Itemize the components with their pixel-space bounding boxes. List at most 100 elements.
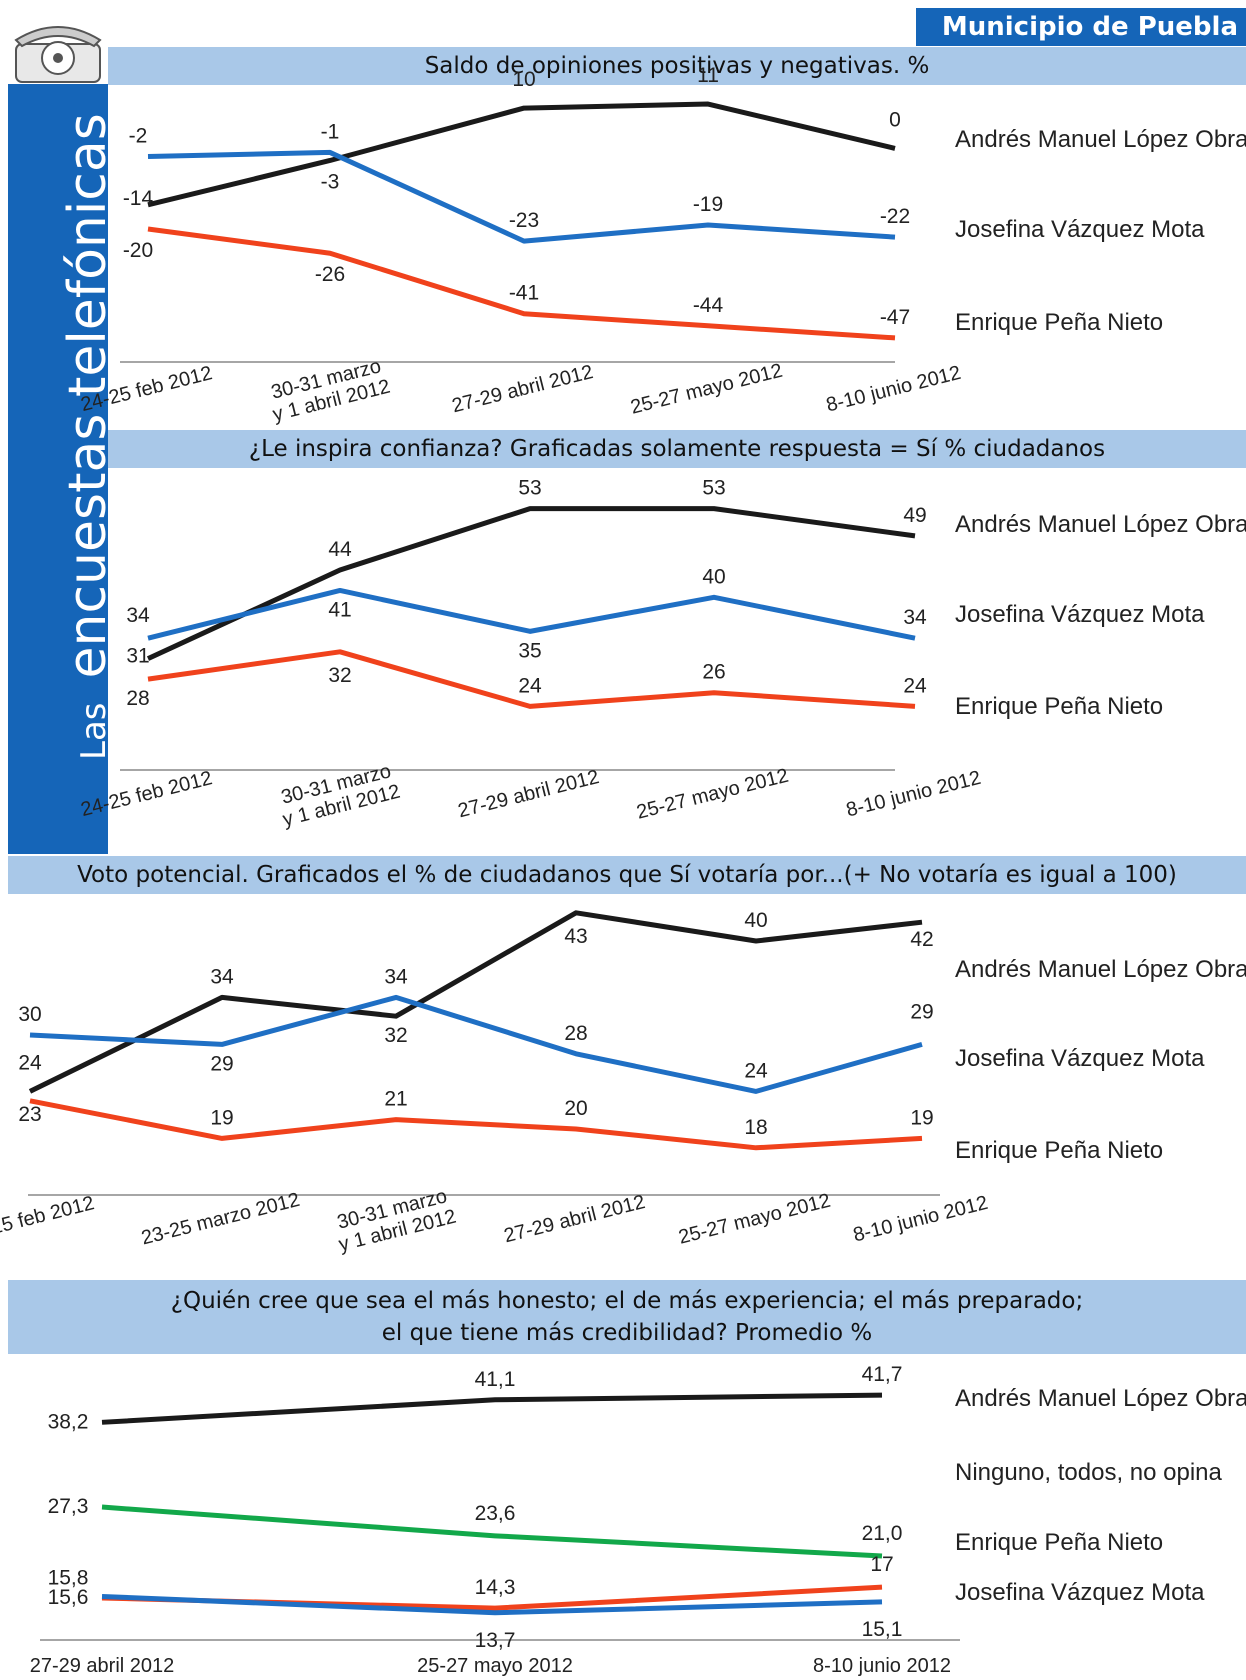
chart3-data-label: 40: [744, 909, 767, 932]
chart3-data-label: 19: [910, 1106, 933, 1129]
chart2-data-label: 34: [126, 604, 150, 627]
chart3-data-label: 29: [910, 1000, 933, 1023]
chart1-x-tick-label: 27-29 abril 2012: [450, 361, 596, 417]
chart1-data-label: -47: [880, 306, 910, 329]
chart3-data-label: 42: [910, 928, 933, 951]
chart2-data-label: 44: [328, 538, 352, 561]
chart1-series-line: [147, 101, 896, 208]
chart4-x-tick-label: 25-27 mayo 2012: [417, 1655, 573, 1677]
chart3-x-tick-label: 8-10 junio 2012: [851, 1192, 990, 1247]
chart4-data-label: 13,7: [475, 1629, 516, 1652]
chart1-data-label: -3: [321, 170, 340, 193]
chart4-data-label: 27,3: [48, 1495, 89, 1518]
chart3-data-label: 28: [564, 1022, 587, 1045]
chart2-data-label: 31: [126, 645, 149, 668]
chart1-x-tick-label: 25-27 mayo 2012: [628, 360, 784, 419]
chart3-data-label: 34: [384, 965, 408, 988]
chart1-data-label: -23: [509, 209, 539, 232]
chart2-x-tick-label: 24-25 feb 2012: [79, 767, 215, 821]
chart2-data-label: 53: [702, 477, 725, 500]
chart3-legend-entry: Andrés Manuel López Obrador: [955, 956, 1246, 983]
sidebar-banner: [8, 84, 108, 854]
chart1-x-tick-label: 8-10 junio 2012: [824, 362, 963, 417]
chart1-series-line: [147, 149, 896, 244]
chart4-data-label: 23,6: [475, 1502, 516, 1525]
chart2-data-label: 26: [702, 661, 725, 684]
chart3-data-label: 29: [210, 1052, 233, 1075]
chart4-data-label: 17: [870, 1553, 893, 1576]
chart4-data-label: 15,1: [862, 1618, 903, 1641]
chart3-series-line: [29, 1098, 923, 1151]
chart3-data-label: 19: [210, 1106, 233, 1129]
chart4-series-line: [101, 1593, 883, 1616]
chart3-data-label: 34: [210, 965, 234, 988]
chart4-title-line2: el que tiene más credibilidad? Promedio …: [381, 1320, 873, 1346]
chart1-data-label: -41: [509, 282, 539, 305]
chart1-x-tick-label: 24-25 feb 2012: [79, 362, 215, 416]
chart2-series-line: [147, 649, 916, 709]
chart2-data-label: 40: [702, 565, 725, 588]
chart3-series-line: [29, 994, 923, 1094]
chart1-data-label: -14: [123, 187, 154, 210]
chart2-x-tick-label: 8-10 junio 2012: [844, 767, 983, 822]
telephone-icon: [14, 26, 102, 83]
chart1-x-tick-label: 30-31 marzoy 1 abril 2012: [265, 354, 392, 426]
chart4-data-label: 21,0: [862, 1522, 903, 1545]
chart1-legend-entry: Andrés Manuel López Obrador: [955, 126, 1246, 153]
chart3-data-label: 20: [564, 1097, 587, 1120]
chart3-data-label: 30: [18, 1003, 41, 1026]
chart2-data-label: 53: [518, 477, 541, 500]
chart1-data-label: -44: [693, 294, 724, 317]
chart2-data-label: 28: [126, 687, 149, 710]
chart1-data-label: -19: [693, 193, 723, 216]
chart4-legend-entry: Ninguno, todos, no opina: [955, 1459, 1223, 1486]
chart1-data-label: 0: [889, 108, 901, 131]
chart1-data-label: 11: [697, 64, 719, 87]
chart1-series-line: [147, 226, 896, 341]
chart3-data-label: 23: [18, 1103, 41, 1126]
chart2-legend-entry: Enrique Peña Nieto: [955, 693, 1163, 720]
chart2-data-label: 24: [518, 674, 542, 697]
chart4-data-label: 15,6: [48, 1586, 89, 1609]
chart4-series-line: [101, 1392, 883, 1425]
chart2-data-label: 35: [518, 639, 541, 662]
chart4-legend-entry: Josefina Vázquez Mota: [955, 1579, 1205, 1606]
chart1-data-label: -20: [123, 239, 153, 262]
chart2-x-tick-label: 27-29 abril 2012: [456, 766, 602, 822]
chart3-legend-entry: Enrique Peña Nieto: [955, 1137, 1163, 1164]
chart4-legend-entry: Enrique Peña Nieto: [955, 1529, 1163, 1556]
chart2-data-label: 34: [903, 606, 927, 629]
chart3-x-tick-label: 27-29 abril 2012: [502, 1191, 648, 1247]
chart4-data-label: 38,2: [48, 1410, 89, 1433]
chart1-legend-entry: Josefina Vázquez Mota: [955, 216, 1205, 243]
chart4-data-label: 15,8: [48, 1566, 89, 1589]
chart1-data-label: -22: [880, 205, 910, 228]
chart1-data-label: -2: [129, 124, 148, 147]
chart1-data-label: -26: [315, 263, 345, 286]
chart4-title-line1: ¿Quién cree que sea el más honesto; el d…: [170, 1288, 1084, 1314]
chart2-x-tick-label: 25-27 mayo 2012: [634, 765, 790, 824]
chart3-title: Voto potencial. Graficados el % de ciuda…: [8, 856, 1246, 894]
chart4-title: ¿Quién cree que sea el más honesto; el d…: [8, 1280, 1246, 1354]
chart1-legend-entry: Enrique Peña Nieto: [955, 309, 1163, 336]
chart4-data-label: 41,7: [862, 1363, 903, 1386]
chart4-data-label: 41,1: [475, 1368, 516, 1391]
chart3-data-label: 24: [744, 1059, 768, 1082]
chart1-data-label: 10: [512, 68, 535, 91]
chart4-x-tick-label: 8-10 junio 2012: [813, 1655, 951, 1677]
chart3-data-label: 21: [384, 1088, 407, 1111]
chart4-series-line: [101, 1504, 883, 1559]
chart3-x-tick-label: 25-27 mayo 2012: [676, 1190, 832, 1249]
chart2-legend-entry: Josefina Vázquez Mota: [955, 601, 1205, 628]
chart2-title: ¿Le inspira confianza? Graficadas solame…: [108, 430, 1246, 468]
chart3-x-tick-label: 23-25 marzo 2012: [139, 1189, 302, 1250]
chart2-series-line: [147, 587, 916, 641]
chart4-legend-entry: Andrés Manuel López Obrador: [955, 1385, 1246, 1412]
chart2-series-line: [146, 506, 916, 661]
chart3-data-label: 24: [18, 1051, 42, 1074]
chart2-legend-entry: Andrés Manuel López Obrador: [955, 511, 1246, 538]
chart3-x-tick-label: 24-25 feb 2012: [0, 1192, 96, 1246]
chart3-data-label: 43: [564, 925, 587, 948]
chart1-title: Saldo de opiniones positivas y negativas…: [108, 47, 1246, 85]
